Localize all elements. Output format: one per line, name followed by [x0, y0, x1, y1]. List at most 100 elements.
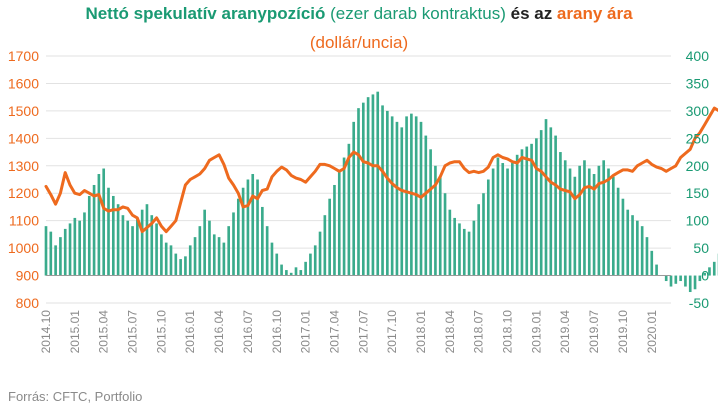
net-position-bar	[270, 242, 274, 276]
net-position-bar	[539, 130, 543, 276]
net-position-bar	[333, 184, 336, 276]
net-position-bar	[251, 174, 255, 276]
net-position-bar	[318, 231, 322, 276]
title-and: és az	[510, 4, 557, 23]
net-position-bar	[559, 152, 562, 276]
net-position-bar	[160, 234, 163, 276]
right-axis-tick-label: 300	[686, 103, 710, 119]
net-position-bar	[544, 119, 548, 276]
net-position-bar	[313, 245, 317, 276]
x-axis-tick-label: 2019.04	[558, 310, 572, 354]
left-axis-tick-label: 1700	[8, 48, 39, 64]
net-position-bar	[361, 102, 365, 276]
net-position-bar	[674, 275, 678, 284]
tick-labels: 80090010001100120013001400150016001700-5…	[8, 48, 709, 353]
net-position-bar	[434, 165, 437, 276]
right-axis-tick-label: 200	[686, 158, 710, 174]
net-position-bar	[568, 168, 572, 276]
net-position-bar	[472, 220, 476, 276]
net-position-bar	[621, 198, 625, 276]
net-position-bars	[44, 91, 718, 293]
net-position-bar	[309, 253, 312, 276]
net-position-bar	[587, 168, 591, 276]
net-position-bar	[280, 264, 283, 276]
net-position-bar	[140, 209, 144, 276]
net-position-bar	[482, 193, 485, 276]
left-axis-tick-label: 1000	[8, 240, 39, 256]
right-axis-tick-label: 0	[701, 268, 709, 284]
net-position-bar	[174, 253, 178, 276]
net-position-bar	[246, 179, 250, 276]
net-position-bar	[198, 226, 202, 276]
x-axis-tick-label: 2019.01	[529, 310, 543, 354]
net-position-bar	[535, 138, 538, 276]
net-position-bar	[289, 272, 293, 276]
net-position-bar	[400, 127, 404, 276]
net-position-bar	[328, 198, 331, 276]
title-gold-position: Nettó spekulatív aranypozíció	[85, 4, 326, 23]
net-position-bar	[616, 187, 620, 276]
net-position-bar	[573, 176, 577, 276]
net-position-bar	[347, 143, 351, 276]
left-axis-tick-label: 1400	[8, 130, 39, 146]
net-position-bar	[49, 231, 53, 276]
title-contracts-unit: (ezer darab kontraktus)	[325, 4, 511, 23]
net-position-bar	[679, 275, 682, 282]
net-position-bar	[323, 215, 327, 276]
net-position-bar	[92, 184, 96, 276]
x-axis-tick-label: 2018.01	[414, 310, 428, 354]
net-position-bar	[467, 231, 471, 276]
x-axis-tick-label: 2016.07	[241, 310, 255, 354]
net-position-bar	[188, 245, 192, 276]
net-position-bar	[664, 275, 668, 282]
net-position-bar	[111, 195, 115, 276]
net-position-bar	[107, 187, 110, 276]
net-position-bar	[506, 168, 509, 276]
net-position-bar	[136, 217, 139, 276]
x-axis-tick-label: 2015.07	[126, 310, 140, 354]
net-position-bar	[631, 215, 634, 276]
x-axis-tick-label: 2015.10	[154, 310, 168, 354]
x-axis-tick-label: 2016.04	[212, 310, 226, 354]
net-position-bar	[477, 204, 481, 276]
net-position-bar	[357, 108, 360, 276]
x-axis-tick-label: 2018.04	[443, 310, 457, 354]
net-position-bar	[611, 176, 615, 276]
gold-price-line	[44, 106, 718, 234]
net-position-bar	[68, 223, 72, 276]
net-position-bar	[145, 204, 149, 276]
right-axis-tick-label: 400	[686, 48, 710, 64]
net-position-bar	[78, 220, 81, 276]
net-position-bar	[515, 154, 519, 276]
title-gold-price: arany ára	[556, 4, 633, 23]
net-position-bar	[232, 212, 235, 276]
x-axis-tick-label: 2018.10	[501, 310, 515, 354]
net-position-bar	[304, 261, 307, 276]
net-position-bar	[640, 226, 644, 276]
net-position-bar	[184, 256, 187, 276]
net-position-bar	[578, 165, 581, 276]
net-position-bar	[126, 220, 130, 276]
net-position-bar	[688, 275, 692, 293]
net-position-bar	[525, 146, 529, 276]
net-position-bar	[424, 135, 428, 276]
left-axis-tick-label: 1300	[8, 158, 39, 174]
net-position-bar	[549, 127, 553, 276]
net-position-bar	[265, 226, 269, 276]
net-position-bar	[59, 237, 62, 276]
net-position-bar	[712, 261, 716, 276]
net-position-bar	[241, 187, 245, 276]
net-position-bar	[462, 228, 466, 276]
net-position-bar	[342, 157, 346, 276]
right-axis-tick-label: 50	[693, 240, 709, 256]
right-axis-tick-label: 100	[686, 213, 710, 229]
net-position-bar	[501, 163, 505, 276]
right-axis-tick-label: 150	[686, 185, 710, 201]
net-position-bar	[102, 168, 106, 276]
net-position-bar	[212, 234, 216, 276]
left-axis-tick-label: 1500	[8, 103, 39, 119]
x-axis-tick-label: 2017.07	[356, 310, 370, 354]
net-position-bar	[607, 168, 610, 276]
net-position-bar	[554, 135, 557, 276]
